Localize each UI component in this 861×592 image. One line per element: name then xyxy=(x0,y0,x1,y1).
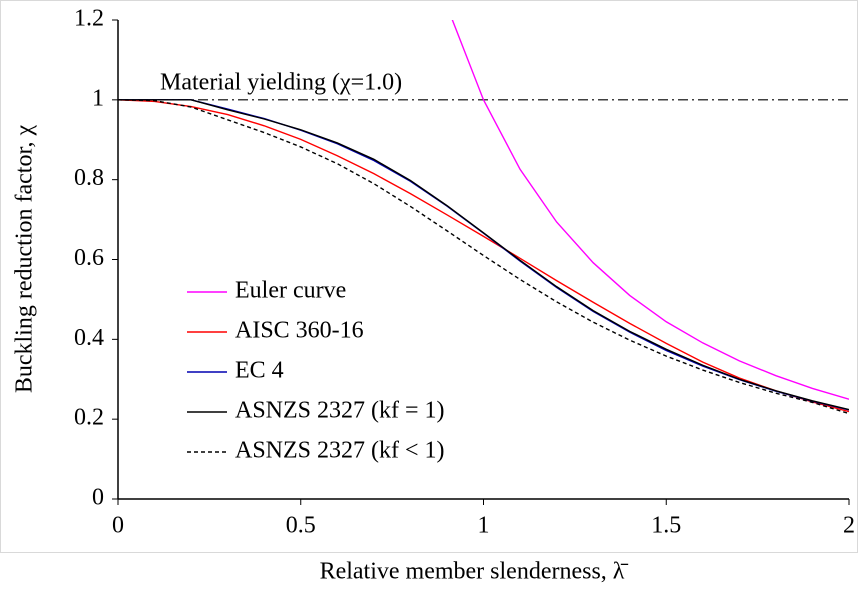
x-tick-label: 0 xyxy=(112,513,124,539)
legend-label: EC 4 xyxy=(235,358,284,384)
y-tick-label: 0 xyxy=(92,485,104,511)
series-line xyxy=(118,99,849,415)
y-tick-label: 0.8 xyxy=(74,165,104,191)
x-tick-label: 0.5 xyxy=(286,513,316,539)
y-axis-label: Buckling reduction factor, χ xyxy=(12,125,38,394)
legend-label: AISC 360-16 xyxy=(235,318,364,344)
y-tick-label: 0.4 xyxy=(74,325,104,351)
reference-label: Material yielding (χ=1.0) xyxy=(160,69,402,95)
legend-label: Euler curve xyxy=(235,278,346,304)
x-tick-label: 1.5 xyxy=(651,513,681,539)
y-tick-label: 1.2 xyxy=(74,6,104,32)
x-tick-label: 2 xyxy=(843,513,855,539)
y-tick-label: 0.6 xyxy=(74,245,104,271)
legend-label: ASNZS 2327 (kf < 1) xyxy=(235,438,445,464)
x-tick-label: 1 xyxy=(478,513,490,539)
series-line xyxy=(118,99,849,413)
series-line xyxy=(451,20,849,400)
series-line xyxy=(118,99,849,411)
x-axis-label: Relative member slenderness, λ̄ xyxy=(320,559,629,585)
y-tick-label: 0.2 xyxy=(74,405,104,431)
legend-label: ASNZS 2327 (kf = 1) xyxy=(235,398,445,424)
y-tick-label: 1 xyxy=(92,85,104,111)
series-line xyxy=(118,99,849,411)
chart-frame xyxy=(0,0,858,553)
